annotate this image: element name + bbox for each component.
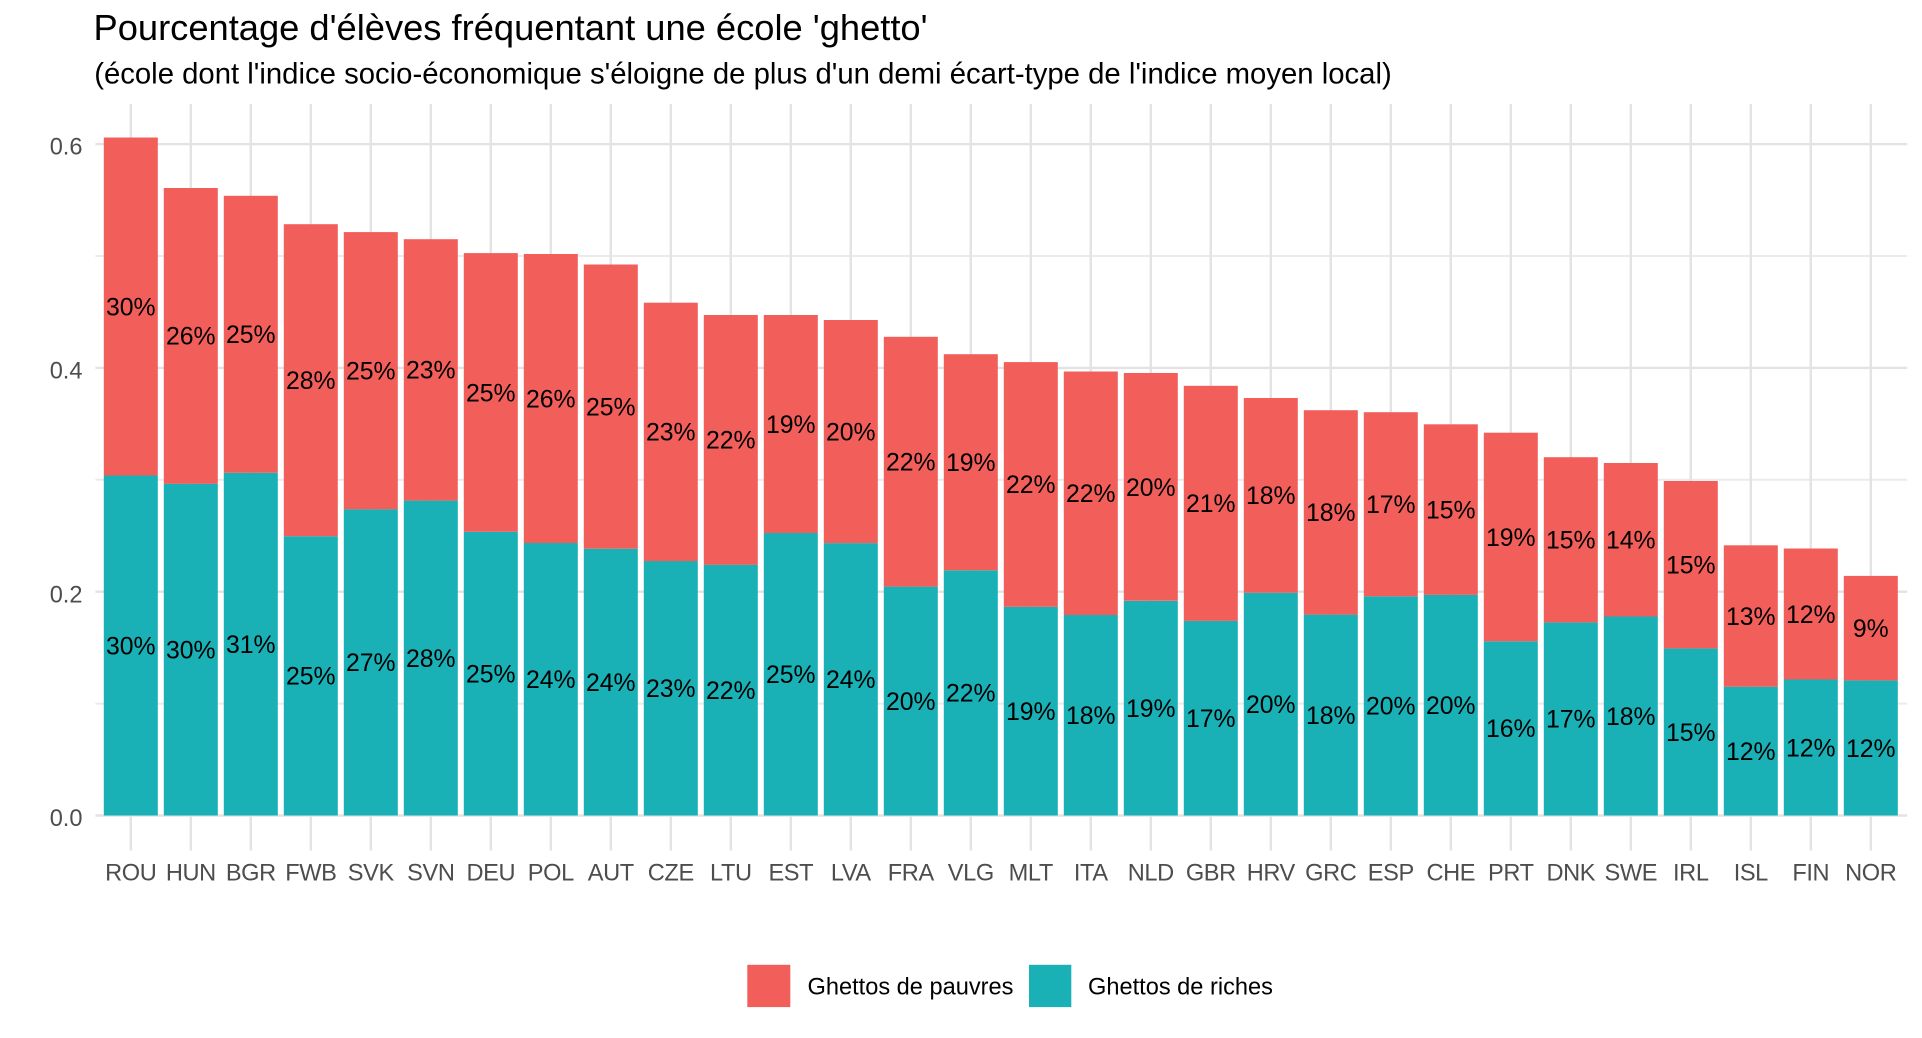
svg-text:28%: 28%	[286, 368, 336, 395]
svg-text:24%: 24%	[526, 667, 576, 694]
svg-text:19%: 19%	[1006, 699, 1056, 726]
svg-text:13%: 13%	[1726, 604, 1776, 631]
svg-text:15%: 15%	[1666, 553, 1716, 580]
svg-text:HRV: HRV	[1247, 861, 1296, 887]
svg-text:15%: 15%	[1426, 497, 1476, 524]
svg-text:17%: 17%	[1366, 492, 1416, 519]
svg-text:18%: 18%	[1306, 500, 1356, 527]
svg-text:SWE: SWE	[1605, 861, 1658, 887]
svg-text:CHE: CHE	[1426, 861, 1475, 887]
svg-text:12%: 12%	[1726, 739, 1776, 766]
svg-text:IRL: IRL	[1673, 861, 1709, 887]
svg-text:18%: 18%	[1306, 703, 1356, 730]
svg-text:DEU: DEU	[466, 861, 515, 887]
svg-text:26%: 26%	[526, 386, 576, 413]
svg-text:VLG: VLG	[948, 861, 994, 887]
svg-text:LVA: LVA	[831, 861, 872, 887]
svg-text:AUT: AUT	[588, 861, 634, 887]
svg-text:0.4: 0.4	[50, 359, 83, 385]
svg-text:Ghettos de pauvres: Ghettos de pauvres	[808, 974, 1014, 1000]
svg-text:18%: 18%	[1606, 704, 1656, 731]
svg-text:14%: 14%	[1606, 528, 1656, 555]
svg-text:EST: EST	[768, 861, 813, 887]
svg-text:SVN: SVN	[407, 861, 454, 887]
svg-text:19%: 19%	[1126, 696, 1176, 723]
svg-text:HUN: HUN	[166, 861, 216, 887]
svg-text:15%: 15%	[1666, 720, 1716, 747]
svg-text:GRC: GRC	[1305, 861, 1357, 887]
svg-text:24%: 24%	[826, 667, 876, 694]
svg-text:23%: 23%	[406, 358, 456, 385]
svg-text:MLT: MLT	[1009, 861, 1053, 887]
svg-text:ITA: ITA	[1074, 861, 1108, 887]
svg-text:0.6: 0.6	[50, 135, 83, 161]
svg-text:Ghettos de riches: Ghettos de riches	[1088, 974, 1273, 1000]
svg-text:Pourcentage d'élèves fréquenta: Pourcentage d'élèves fréquentant une éco…	[94, 7, 928, 48]
svg-text:19%: 19%	[946, 450, 996, 477]
svg-text:0.0: 0.0	[50, 806, 83, 832]
svg-text:25%: 25%	[286, 664, 336, 691]
svg-text:23%: 23%	[646, 676, 696, 703]
svg-text:20%: 20%	[1126, 475, 1176, 502]
svg-text:FRA: FRA	[888, 861, 935, 887]
svg-text:20%: 20%	[1426, 693, 1476, 720]
svg-text:15%: 15%	[1546, 528, 1596, 555]
svg-text:12%: 12%	[1846, 736, 1896, 763]
svg-text:9%: 9%	[1853, 616, 1889, 643]
svg-text:20%: 20%	[826, 419, 876, 446]
svg-text:31%: 31%	[226, 632, 276, 659]
svg-text:ISL: ISL	[1734, 861, 1768, 887]
svg-text:NLD: NLD	[1128, 861, 1174, 887]
svg-text:22%: 22%	[1006, 472, 1056, 499]
svg-text:19%: 19%	[1486, 525, 1536, 552]
svg-text:16%: 16%	[1486, 716, 1536, 743]
svg-text:27%: 27%	[346, 650, 396, 677]
svg-text:CZE: CZE	[648, 861, 694, 887]
svg-text:FWB: FWB	[285, 861, 336, 887]
svg-text:30%: 30%	[106, 294, 156, 321]
svg-text:20%: 20%	[886, 689, 936, 716]
svg-text:22%: 22%	[706, 678, 756, 705]
svg-text:18%: 18%	[1066, 703, 1116, 730]
svg-text:25%: 25%	[466, 662, 516, 689]
svg-text:FIN: FIN	[1792, 861, 1829, 887]
svg-text:25%: 25%	[766, 662, 816, 689]
svg-text:NOR: NOR	[1845, 861, 1896, 887]
svg-text:22%: 22%	[706, 428, 756, 455]
svg-text:ROU: ROU	[105, 861, 156, 887]
svg-text:12%: 12%	[1786, 602, 1836, 629]
svg-text:19%: 19%	[766, 412, 816, 439]
svg-text:25%: 25%	[226, 322, 276, 349]
svg-text:LTU: LTU	[710, 861, 752, 887]
svg-text:22%: 22%	[886, 450, 936, 477]
svg-text:17%: 17%	[1546, 707, 1596, 734]
svg-text:30%: 30%	[106, 633, 156, 660]
svg-text:24%: 24%	[586, 670, 636, 697]
svg-text:POL: POL	[528, 861, 574, 887]
svg-text:12%: 12%	[1786, 735, 1836, 762]
svg-text:26%: 26%	[166, 324, 216, 351]
svg-text:22%: 22%	[946, 681, 996, 708]
svg-text:BGR: BGR	[226, 861, 276, 887]
svg-text:23%: 23%	[646, 420, 696, 447]
svg-text:ESP: ESP	[1368, 861, 1414, 887]
svg-text:DNK: DNK	[1546, 861, 1595, 887]
svg-text:20%: 20%	[1246, 692, 1296, 719]
svg-text:17%: 17%	[1186, 706, 1236, 733]
svg-text:25%: 25%	[586, 394, 636, 421]
svg-text:30%: 30%	[166, 637, 216, 664]
svg-text:0.2: 0.2	[50, 582, 83, 608]
svg-text:GBR: GBR	[1186, 861, 1236, 887]
svg-text:25%: 25%	[466, 380, 516, 407]
svg-text:22%: 22%	[1066, 481, 1116, 508]
svg-text:28%: 28%	[406, 646, 456, 673]
svg-text:21%: 21%	[1186, 491, 1236, 518]
svg-text:18%: 18%	[1246, 483, 1296, 510]
svg-text:SVK: SVK	[348, 861, 395, 887]
svg-text:PRT: PRT	[1488, 861, 1534, 887]
svg-text:25%: 25%	[346, 358, 396, 385]
svg-text:(école dont l'indice socio-éco: (école dont l'indice socio-économique s'…	[94, 57, 1392, 90]
svg-text:20%: 20%	[1366, 694, 1416, 721]
